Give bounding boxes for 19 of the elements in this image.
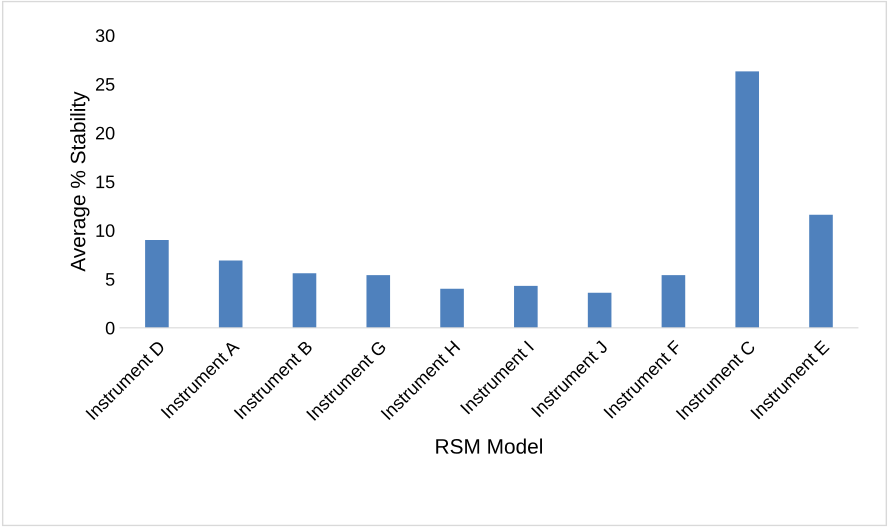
bar [662,275,686,328]
y-axis-title: Average % Stability [70,91,90,272]
y-tick-label: 30 [96,29,114,42]
bar [809,214,833,328]
y-tick-label: 25 [96,78,114,91]
bar [514,286,538,328]
y-tick-label: 10 [96,224,114,238]
y-tick-label: 15 [96,176,114,188]
bar [145,240,169,328]
bar [218,260,242,328]
y-tick-label: 20 [96,126,114,140]
y-tick-label: 5 [106,273,114,286]
x-axis-title: RSM Model [436,438,542,454]
bar [588,292,612,328]
bar [735,71,760,328]
bar [366,275,390,328]
bar [292,273,316,328]
y-tick-label: 0 [106,322,114,335]
bar [440,288,464,328]
